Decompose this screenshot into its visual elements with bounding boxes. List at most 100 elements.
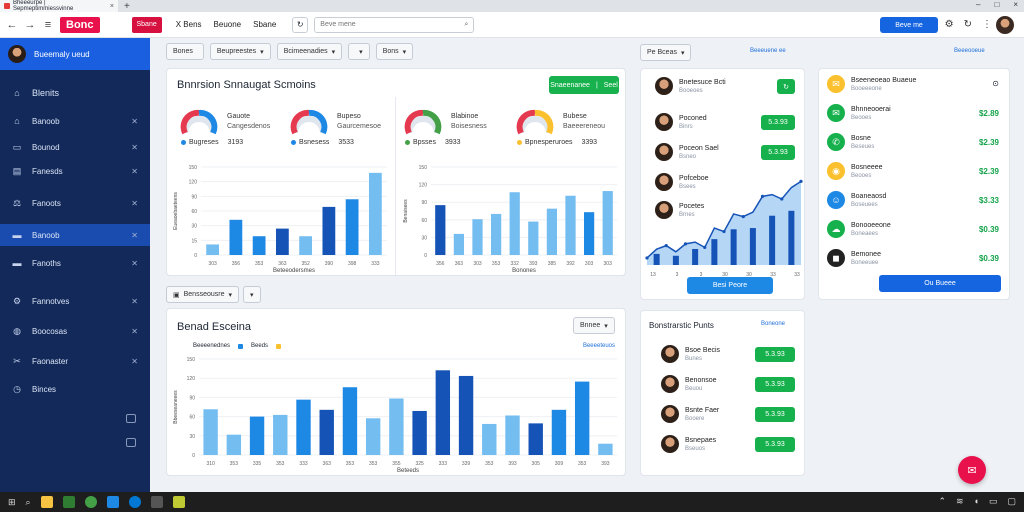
os-taskbar: ⊞ ⌕ ⌃ ≋ ◖ ▭ ▢ [0, 492, 1024, 512]
top-menu-item[interactable]: Sbane [253, 20, 277, 29]
transactions-button[interactable]: Ou Bueee [879, 275, 1001, 292]
volume-icon[interactable]: ◖ [973, 496, 979, 506]
transaction-row[interactable]: ◉ Bosneeee Beooes [827, 162, 883, 180]
primary-action-button[interactable]: Beve me [880, 17, 938, 33]
more-icon[interactable]: ⋮ [982, 19, 992, 30]
refresh-icon[interactable]: ↻ [292, 16, 309, 33]
minimize-button[interactable]: – [976, 0, 981, 9]
gauge-title: Bubese [563, 113, 587, 120]
people-filter[interactable]: Pe Bceas ▾ [640, 44, 692, 61]
bottom-dropdown-toggle[interactable]: ▾ [243, 286, 261, 303]
transaction-row[interactable]: ☁ Bonooeeone Boneaees [827, 220, 891, 238]
app-icon[interactable] [172, 496, 185, 508]
close-window-button[interactable]: × [1013, 0, 1018, 9]
sidebar-item[interactable]: ▬ Fanoths ✕ [0, 252, 150, 274]
maximize-button[interactable]: □ [994, 0, 1000, 9]
value-pill[interactable]: 5.3.93 [761, 115, 795, 130]
sidebar-item[interactable]: ◷ Binces [0, 378, 150, 400]
value-pill[interactable]: 5.3.93 [755, 377, 795, 392]
transactions-card: ✉ Bseeneoeao Buaeue Booeeeone ✉ Bhnneooerai B… [818, 68, 1010, 300]
column-link-top[interactable]: Beeeuene ee [750, 48, 786, 54]
sidebar-header[interactable]: Bueemaly ueud [0, 38, 150, 70]
friend-row[interactable]: Benonsoe Beuou [661, 375, 717, 393]
expand-icon[interactable] [126, 438, 136, 447]
friend-row[interactable]: Bsnte Faer Booere [661, 405, 719, 423]
browser-tab[interactable]: Bheeeurpe | Sepmeptimmiessvinne × [0, 0, 118, 12]
transaction-row[interactable]: ✆ Bosne Beseues [827, 133, 874, 151]
toggle-icon[interactable]: ⊙ [992, 79, 999, 88]
value-pill[interactable]: 5.3.93 [755, 407, 795, 422]
transaction-row[interactable]: ◼ Bemonee Boneeuee [827, 249, 881, 267]
trend-column [730, 229, 737, 265]
list-item[interactable]: Poconed Binrs [655, 113, 707, 131]
app-icon[interactable] [106, 496, 119, 508]
chat-icon: ✉ [827, 75, 845, 93]
search-icon[interactable]: ⌕ [464, 20, 469, 28]
search-input[interactable] [320, 21, 465, 28]
value-pill[interactable]: 5.3.93 [761, 145, 795, 160]
sidebar-item[interactable]: ◍ Boocosas ✕ [0, 320, 150, 342]
bottom-dropdown[interactable]: ▣ Bensseousre ▾ [166, 286, 239, 303]
browser-tabbar: Bheeeurpe | Sepmeptimmiessvinne × + – □ … [0, 0, 1024, 12]
sidebar-item[interactable]: ⚙ Fannotves ✕ [0, 290, 150, 312]
list-item[interactable]: Pocetes Brnes [655, 201, 704, 219]
back-arrow-icon[interactable]: ← [6, 18, 18, 31]
filter-dropdown[interactable]: Bones [166, 43, 204, 60]
overview-action-button[interactable]: Snaeenanee | Seel [549, 76, 619, 94]
browser-icon[interactable] [84, 496, 97, 508]
sidebar-item[interactable]: ▬ Banoob ✕ [0, 224, 150, 246]
friend-row[interactable]: Bsoe Becis Bunes [661, 345, 720, 363]
sidebar-item[interactable]: ✂ Faonaster ✕ [0, 350, 150, 372]
top-menu-item[interactable]: X Bens [175, 20, 202, 29]
new-tab-button[interactable]: + [124, 0, 130, 12]
trend-x-tick: 30 [746, 272, 752, 278]
tab-close-button[interactable]: × [109, 2, 114, 10]
filter-dropdown[interactable]: Bons ▾ [375, 43, 414, 60]
trend-button[interactable]: Besi Peore [687, 277, 773, 294]
chevron-up-icon[interactable]: ⌃ [938, 496, 946, 506]
friends-link[interactable]: Boneone [761, 321, 786, 327]
transaction-row[interactable]: ✉ Bhnneooerai Beooes [827, 104, 891, 122]
floating-action-button[interactable]: ✉ [958, 456, 986, 484]
refresh-button[interactable]: ↻ [777, 79, 795, 94]
gauge-arc [404, 109, 424, 135]
sidebar-item[interactable]: ▭ Bounod ✕ [0, 136, 150, 158]
forward-arrow-icon[interactable]: → [24, 18, 36, 31]
top-badge-button[interactable]: Sbane [131, 16, 162, 33]
sidebar-item[interactable]: ⌂ Banoob ✕ [0, 110, 150, 132]
photo-icon[interactable] [150, 496, 163, 508]
top-menu-item[interactable]: Beuone [213, 20, 242, 29]
transaction-row[interactable]: ✉ Bseeneoeao Buaeue Booeeeone [827, 75, 916, 93]
user-avatar[interactable] [996, 16, 1014, 34]
bottom-chart-link[interactable]: Beeeeteuos [582, 343, 615, 349]
edge-icon[interactable] [128, 496, 141, 508]
sidebar-item[interactable]: ▤ Fanesds ✕ [0, 160, 150, 182]
list-item[interactable]: Bnetesuce Bcti Booeoes [655, 77, 726, 95]
filter-dropdown[interactable]: ▾ [348, 43, 370, 60]
value-pill[interactable]: 5.3.93 [755, 347, 795, 362]
gauge-value: 3193 [227, 139, 244, 146]
filter-dropdown[interactable]: Bcimeenadies ▾ [276, 43, 343, 60]
settings-icon[interactable]: ⚙ [944, 19, 954, 30]
transaction-row[interactable]: ☺ Boaneaosd Boseuees [827, 191, 886, 209]
sidebar-item[interactable]: ⚖ Fanoots ✕ [0, 192, 150, 214]
filter-dropdown[interactable]: Beupreestes ▾ [209, 43, 271, 60]
notification-icon[interactable]: ▢ [1007, 496, 1016, 506]
battery-icon[interactable]: ▭ [988, 496, 998, 506]
value-pill[interactable]: 5.3.93 [755, 437, 795, 452]
friend-row[interactable]: Bsnepaes Bseuos [661, 435, 716, 453]
list-item[interactable]: Poceon Sael Bsneo [655, 143, 719, 161]
start-icon[interactable]: ⊞ [8, 496, 16, 507]
menu-icon[interactable]: ≡ [44, 18, 52, 31]
sidebar-item[interactable]: ⌂ Blenits [0, 82, 150, 104]
list-item[interactable]: Pofceboe Bsees [655, 173, 709, 191]
app-logo[interactable]: Bonc [60, 16, 100, 33]
folder-icon[interactable] [40, 496, 53, 508]
app-icon[interactable] [62, 496, 75, 508]
taskbar-search-icon[interactable]: ⌕ [25, 496, 31, 507]
reload-icon[interactable]: ↻ [963, 19, 972, 30]
wifi-icon[interactable]: ≋ [955, 496, 964, 506]
column-link-side[interactable]: Beeeooeue [954, 48, 985, 54]
bottom-chart-select[interactable]: Bnnee ▾ [573, 317, 615, 334]
collapse-icon[interactable] [126, 414, 136, 423]
